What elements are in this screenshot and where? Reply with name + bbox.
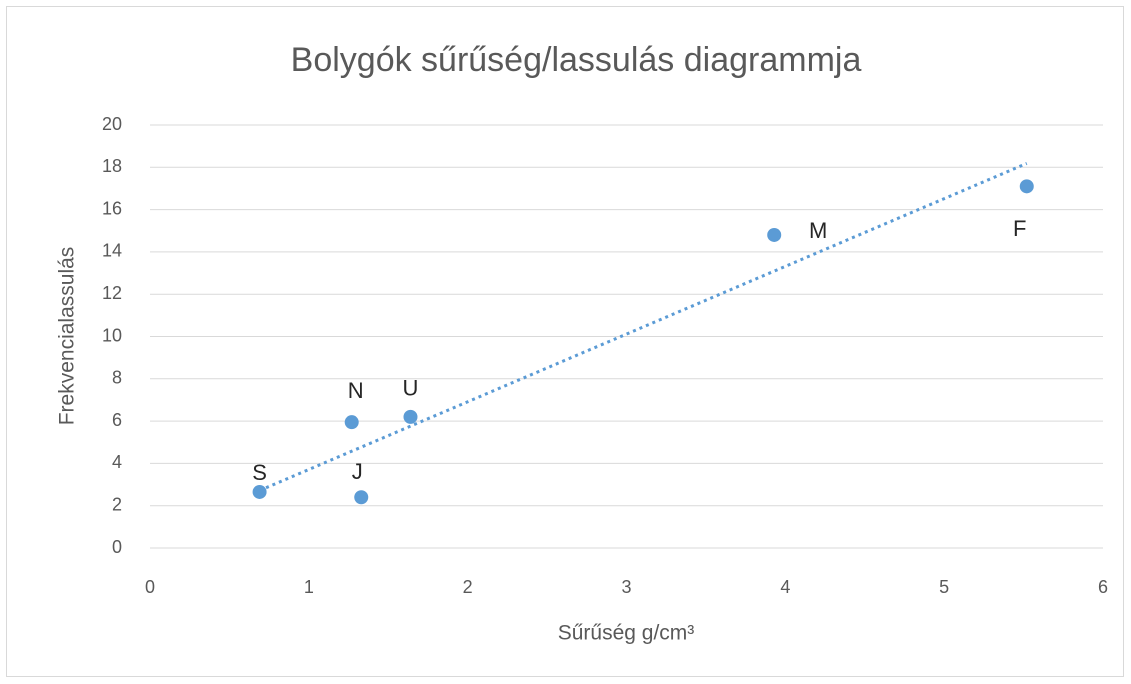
point-label: J — [352, 459, 363, 484]
y-tick-label: 18 — [102, 156, 122, 176]
y-tick-label: 4 — [112, 452, 122, 472]
x-tick-label: 1 — [304, 577, 314, 597]
x-tick-label: 0 — [145, 577, 155, 597]
y-axis-label: Frekvencialassulás — [56, 247, 79, 426]
chart-title: Bolygók sűrűség/lassulás diagrammja — [291, 41, 862, 79]
y-tick-label: 6 — [112, 410, 122, 430]
x-tick-label: 4 — [780, 577, 790, 597]
point — [1019, 179, 1034, 194]
x-axis-label: Sűrűség g/cm³ — [558, 622, 695, 645]
point-label: F — [1013, 216, 1026, 241]
y-tick-label: 10 — [102, 325, 122, 345]
point-label: S — [252, 460, 267, 485]
y-tick-label: 14 — [102, 241, 122, 261]
y-tick-label: 12 — [102, 283, 122, 303]
x-tick-label: 3 — [621, 577, 631, 597]
point-label: N — [348, 378, 364, 403]
y-tick-label: 20 — [102, 114, 122, 134]
point — [767, 227, 782, 242]
x-tick-label: 2 — [463, 577, 473, 597]
point — [354, 490, 369, 505]
x-tick-label: 6 — [1098, 577, 1108, 597]
chart-border — [6, 6, 1124, 677]
point — [403, 409, 418, 424]
trendline — [259, 162, 1028, 492]
y-tick-label: 8 — [112, 368, 122, 388]
y-tick-label: 16 — [102, 198, 122, 218]
y-tick-label: 2 — [112, 494, 122, 514]
x-tick-label: 5 — [939, 577, 949, 597]
point — [344, 415, 359, 430]
point-label: U — [403, 376, 419, 401]
point — [252, 484, 267, 499]
point-label: M — [809, 218, 827, 243]
y-tick-label: 0 — [112, 537, 122, 557]
